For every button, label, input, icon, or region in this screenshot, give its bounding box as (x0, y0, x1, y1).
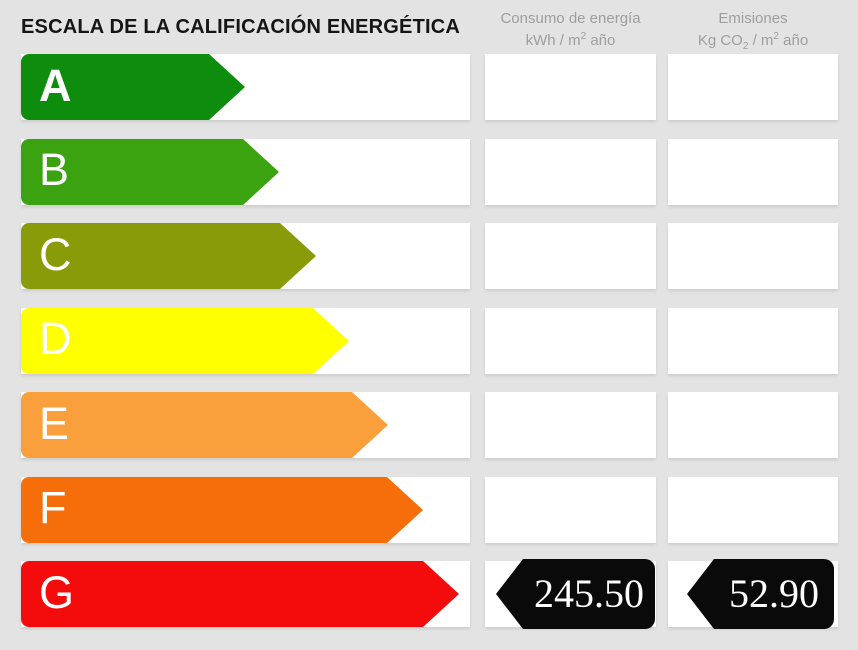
rating-arrow-d-body: D (21, 307, 313, 374)
consumo-cell-b (485, 138, 656, 205)
emisiones-badge-left-arrow-icon (687, 559, 714, 629)
scale-cell-e: E (21, 392, 470, 458)
rating-arrow-a-tip (209, 54, 245, 120)
rating-arrow-d: D (21, 307, 349, 374)
rating-arrow-d-tip (313, 307, 349, 374)
emisiones-header-title: Emisiones (718, 10, 788, 27)
consumo-cell-f (485, 476, 656, 543)
rating-arrow-b: B (21, 138, 279, 205)
consumo-cell-d (485, 307, 656, 374)
emisiones-cell-b (668, 138, 838, 205)
consumo-badge-left-arrow-icon (496, 559, 523, 629)
rating-arrow-f: F (21, 476, 423, 543)
rating-letter-a: A (39, 59, 72, 111)
consumo-cell-a (485, 54, 656, 120)
rating-row-g: G 245.50 52.90 (21, 559, 838, 629)
scale-cell-g: G (21, 561, 470, 627)
rating-arrow-c-body: C (21, 223, 280, 289)
page-title: ESCALA DE LA CALIFICACIÓN ENERGÉTICA (21, 16, 461, 38)
emisiones-cell-f (668, 476, 838, 543)
rating-arrow-g-body: G (21, 561, 423, 627)
rating-row-d: D (21, 307, 838, 374)
scale-cell-b: B (21, 138, 470, 205)
consumo-badge-body: 245.50 (523, 559, 655, 629)
rating-arrow-b-body: B (21, 138, 243, 205)
rating-arrow-g-tip (423, 561, 459, 627)
emisiones-cell-g: 52.90 (668, 559, 838, 629)
column-header-consumo: Consumo de energía kWh / m2 año (485, 8, 656, 52)
emisiones-cell-e (668, 392, 838, 458)
rating-row-f: F (21, 476, 838, 543)
rating-row-b: B (21, 138, 838, 205)
rating-arrow-e-tip (352, 392, 388, 458)
rating-letter-b: B (39, 144, 70, 195)
consumo-cell-g: 245.50 (485, 559, 656, 629)
rating-arrow-c: C (21, 223, 316, 289)
rating-arrow-e-body: E (21, 392, 352, 458)
scale-cell-a: A (21, 54, 470, 120)
consumo-header-title: Consumo de energía (500, 10, 641, 27)
scale-cell-d: D (21, 307, 470, 374)
rating-arrow-f-body: F (21, 476, 387, 543)
emisiones-value-badge: 52.90 (687, 559, 834, 629)
rating-arrow-c-tip (280, 223, 316, 289)
rating-row-c: C (21, 223, 838, 289)
column-header-emisiones: Emisiones Kg CO2 / m2 año (668, 8, 838, 54)
scale-cell-c: C (21, 223, 470, 289)
rating-letter-g: G (39, 566, 75, 618)
emisiones-cell-a (668, 54, 838, 120)
rating-letter-c: C (39, 228, 72, 280)
rating-rows: A B C (21, 54, 838, 629)
consumo-cell-c (485, 223, 656, 289)
rating-letter-e: E (39, 397, 70, 449)
consumo-cell-e (485, 392, 656, 458)
emisiones-header-units: Kg CO2 / m2 año (697, 30, 809, 52)
rating-row-e: E (21, 392, 838, 458)
emisiones-value: 52.90 (729, 571, 819, 616)
emisiones-cell-c (668, 223, 838, 289)
consumo-header-units: kWh / m2 año (525, 30, 616, 49)
rating-arrow-a-body: A (21, 54, 209, 120)
scale-cell-f: F (21, 476, 470, 543)
rating-letter-f: F (39, 482, 67, 533)
emisiones-cell-d (668, 307, 838, 374)
rating-arrow-b-tip (243, 138, 279, 205)
rating-row-a: A (21, 54, 838, 120)
emisiones-badge-body: 52.90 (714, 559, 834, 629)
consumo-value: 245.50 (534, 571, 644, 616)
rating-arrow-a: A (21, 54, 245, 120)
rating-arrow-f-tip (387, 476, 423, 543)
rating-letter-d: D (39, 313, 72, 364)
rating-arrow-g: G (21, 561, 459, 627)
consumo-value-badge: 245.50 (496, 559, 655, 629)
rating-arrow-e: E (21, 392, 388, 458)
